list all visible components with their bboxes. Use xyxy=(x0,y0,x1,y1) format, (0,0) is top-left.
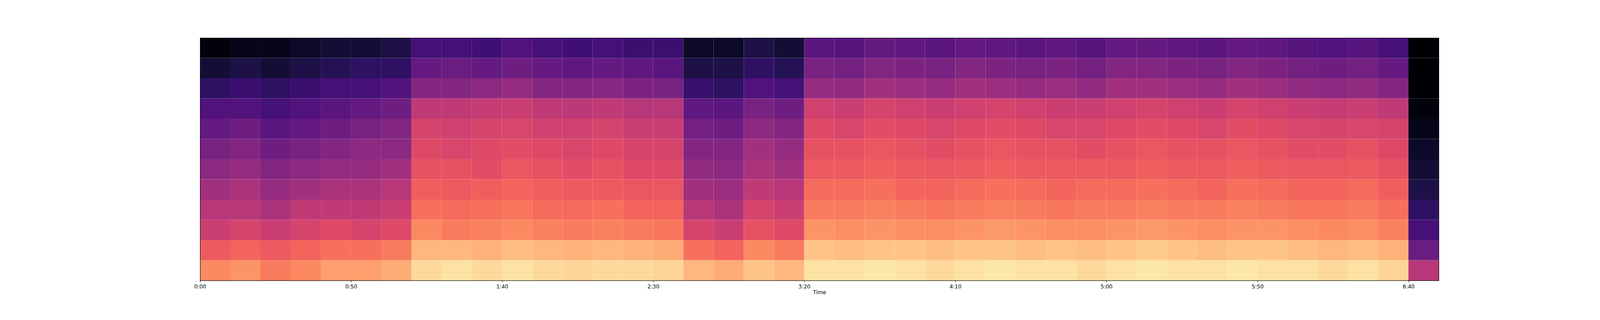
svg-text:5:50: 5:50 xyxy=(1251,283,1264,290)
svg-text:1:40: 1:40 xyxy=(496,283,509,290)
svg-text:6:40: 6:40 xyxy=(1402,283,1415,290)
svg-text:0:50: 0:50 xyxy=(345,283,358,290)
svg-text:4:10: 4:10 xyxy=(949,283,962,290)
svg-text:2:30: 2:30 xyxy=(647,283,660,290)
svg-text:Time: Time xyxy=(812,289,826,296)
svg-text:0:00: 0:00 xyxy=(194,283,207,290)
svg-text:3:20: 3:20 xyxy=(798,283,811,290)
svg-text:5:00: 5:00 xyxy=(1100,283,1113,290)
